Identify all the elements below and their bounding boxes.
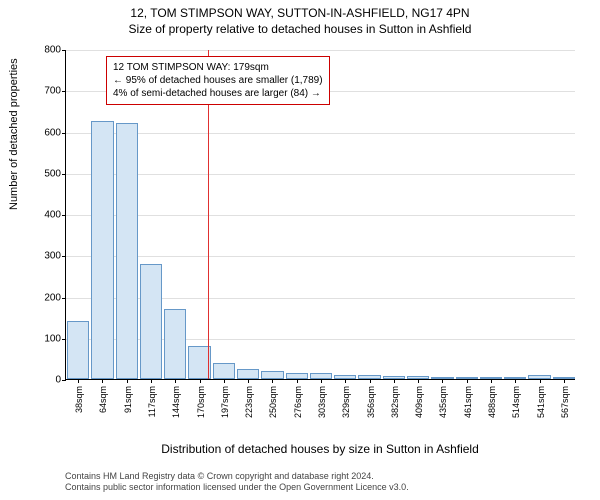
histogram-bar xyxy=(164,309,186,379)
x-tick-mark xyxy=(515,379,516,383)
x-tick-label: 382sqm xyxy=(390,386,400,418)
histogram-bar xyxy=(213,363,235,380)
x-tick-mark xyxy=(127,379,128,383)
y-tick-label: 300 xyxy=(31,251,61,262)
x-tick-label: 276sqm xyxy=(293,386,303,418)
x-tick-label: 435sqm xyxy=(438,386,448,418)
y-tick-label: 600 xyxy=(31,127,61,138)
x-tick-mark xyxy=(442,379,443,383)
annotation-line2: ← 95% of detached houses are smaller (1,… xyxy=(113,74,323,87)
histogram-bar xyxy=(116,123,138,379)
x-tick-mark xyxy=(200,379,201,383)
x-tick-label: 461sqm xyxy=(463,386,473,418)
y-tick-mark xyxy=(62,50,66,51)
x-tick-mark xyxy=(297,379,298,383)
footer-line2: Contains public sector information licen… xyxy=(65,482,409,494)
x-tick-label: 329sqm xyxy=(341,386,351,418)
x-tick-mark xyxy=(345,379,346,383)
x-tick-mark xyxy=(564,379,565,383)
histogram-bar xyxy=(237,369,259,379)
annotation-box: 12 TOM STIMPSON WAY: 179sqm← 95% of deta… xyxy=(106,56,330,105)
y-tick-mark xyxy=(62,174,66,175)
x-tick-mark xyxy=(175,379,176,383)
x-tick-mark xyxy=(272,379,273,383)
x-tick-label: 117sqm xyxy=(147,386,157,417)
y-tick-label: 400 xyxy=(31,210,61,221)
gridline xyxy=(66,215,575,216)
x-tick-mark xyxy=(224,379,225,383)
x-tick-mark xyxy=(370,379,371,383)
histogram-bar xyxy=(91,121,113,379)
footer-line1: Contains HM Land Registry data © Crown c… xyxy=(65,471,409,483)
y-tick-mark xyxy=(62,215,66,216)
x-tick-mark xyxy=(394,379,395,383)
x-tick-label: 541sqm xyxy=(536,386,546,418)
y-tick-mark xyxy=(62,298,66,299)
annotation-line1: 12 TOM STIMPSON WAY: 179sqm xyxy=(113,61,323,74)
y-tick-mark xyxy=(62,133,66,134)
x-tick-mark xyxy=(321,379,322,383)
page-title-address: 12, TOM STIMPSON WAY, SUTTON-IN-ASHFIELD… xyxy=(0,0,600,20)
gridline xyxy=(66,174,575,175)
x-tick-mark xyxy=(102,379,103,383)
y-tick-mark xyxy=(62,91,66,92)
x-tick-label: 38sqm xyxy=(74,386,84,413)
footer-attribution: Contains HM Land Registry data © Crown c… xyxy=(65,471,409,494)
x-tick-mark xyxy=(467,379,468,383)
x-tick-mark xyxy=(418,379,419,383)
y-tick-label: 700 xyxy=(31,86,61,97)
x-tick-label: 250sqm xyxy=(268,386,278,418)
x-tick-label: 170sqm xyxy=(196,386,206,418)
y-tick-mark xyxy=(62,380,66,381)
histogram-bar xyxy=(140,264,162,380)
x-tick-label: 223sqm xyxy=(244,386,254,418)
x-tick-mark xyxy=(540,379,541,383)
histogram-bar xyxy=(261,371,283,379)
x-tick-mark xyxy=(151,379,152,383)
gridline xyxy=(66,256,575,257)
x-tick-label: 409sqm xyxy=(414,386,424,418)
x-tick-label: 488sqm xyxy=(487,386,497,418)
y-tick-label: 0 xyxy=(31,375,61,386)
x-tick-label: 197sqm xyxy=(220,386,230,418)
y-tick-label: 500 xyxy=(31,168,61,179)
x-tick-mark xyxy=(491,379,492,383)
x-tick-label: 514sqm xyxy=(511,386,521,418)
y-axis-label: Number of detached properties xyxy=(8,58,20,210)
gridline xyxy=(66,133,575,134)
x-tick-label: 64sqm xyxy=(98,386,108,413)
y-tick-mark xyxy=(62,256,66,257)
page-title-desc: Size of property relative to detached ho… xyxy=(0,20,600,36)
histogram-bar xyxy=(67,321,89,379)
histogram-chart: 010020030040050060070080038sqm64sqm91sqm… xyxy=(65,50,575,380)
y-tick-label: 200 xyxy=(31,292,61,303)
x-tick-label: 144sqm xyxy=(171,386,181,418)
x-axis-title: Distribution of detached houses by size … xyxy=(65,442,575,456)
y-tick-mark xyxy=(62,339,66,340)
x-tick-mark xyxy=(248,379,249,383)
annotation-line3: 4% of semi-detached houses are larger (8… xyxy=(113,87,323,100)
x-tick-label: 567sqm xyxy=(560,386,570,418)
x-tick-label: 303sqm xyxy=(317,386,327,418)
x-tick-label: 91sqm xyxy=(123,386,133,413)
gridline xyxy=(66,50,575,51)
x-tick-label: 356sqm xyxy=(366,386,376,418)
y-tick-label: 100 xyxy=(31,333,61,344)
y-tick-label: 800 xyxy=(31,45,61,56)
x-tick-mark xyxy=(78,379,79,383)
